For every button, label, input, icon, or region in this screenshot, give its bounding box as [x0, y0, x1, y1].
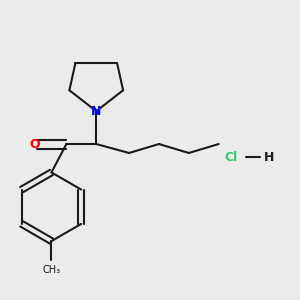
Text: Cl: Cl	[224, 151, 237, 164]
Text: N: N	[91, 105, 101, 118]
Text: CH₃: CH₃	[42, 265, 61, 275]
Text: H: H	[264, 151, 274, 164]
Text: O: O	[30, 137, 40, 151]
